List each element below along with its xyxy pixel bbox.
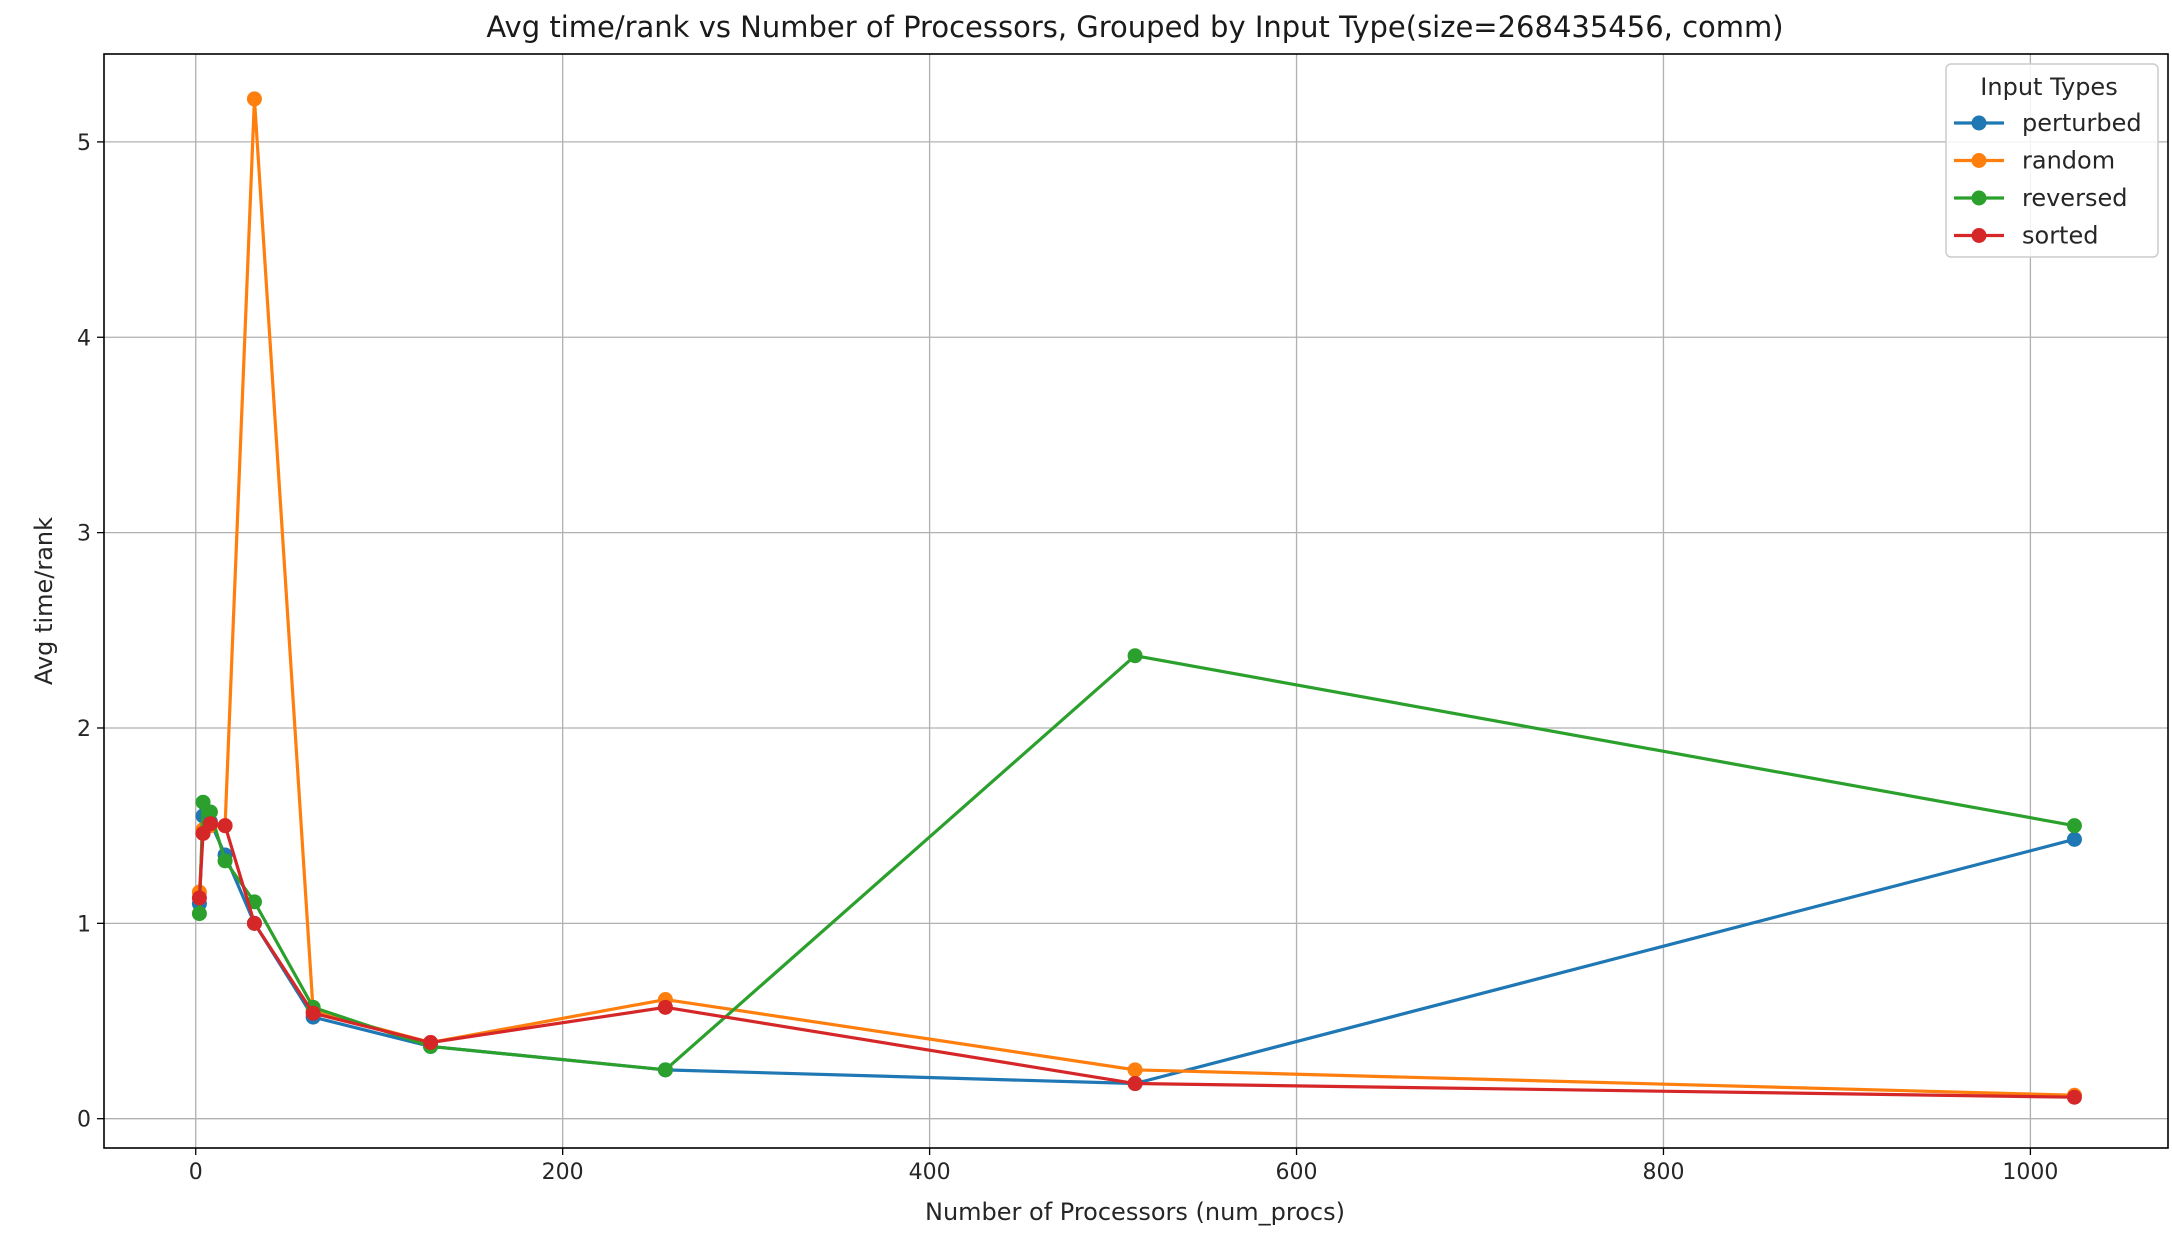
legend: Input Types perturbed random reversed sorte… <box>1945 63 2159 258</box>
series-line-reversed <box>197 654 2075 1072</box>
series-layer <box>191 91 2082 1105</box>
x-tick-label: 200 <box>542 1160 584 1185</box>
x-tick-label: 600 <box>1276 1160 1318 1185</box>
data-point-reversed <box>191 906 207 922</box>
legend-marker-swatch <box>1971 115 1987 131</box>
y-tick-label: 0 <box>77 1108 91 1133</box>
legend-item-random: random <box>1954 147 2115 175</box>
data-point-random <box>1127 1062 1143 1078</box>
data-point-sorted <box>423 1035 439 1051</box>
x-tick-label: 800 <box>1642 1160 1684 1185</box>
legend-marker-swatch <box>1971 190 1987 206</box>
x-tick-label: 0 <box>189 1160 203 1185</box>
series-line-random <box>197 97 2075 1097</box>
legend-label: reversed <box>2022 184 2127 212</box>
x-axis-label: Number of Processors (num_procs) <box>925 1198 1345 1226</box>
series-reversed <box>191 648 2082 1078</box>
legend-item-reversed: reversed <box>1954 184 2127 212</box>
data-point-sorted <box>305 1005 321 1021</box>
y-axis-label: Avg time/rank <box>30 517 58 685</box>
data-point-sorted <box>246 915 262 931</box>
y-tick-label: 4 <box>77 326 91 351</box>
chart-title: Avg time/rank vs Number of Processors, G… <box>486 10 1783 44</box>
legend-box <box>1945 63 2159 258</box>
x-axis-ticks: 0 200 400 600 800 1000 <box>189 1148 2058 1185</box>
legend-label: perturbed <box>2022 109 2142 137</box>
data-point-sorted <box>202 816 218 832</box>
data-point-random <box>246 91 262 107</box>
x-tick-label: 400 <box>909 1160 951 1185</box>
series-random <box>191 91 2082 1103</box>
legend-marker-swatch <box>1971 153 1987 168</box>
series-line-perturbed <box>197 814 2075 1086</box>
data-point-sorted <box>191 890 207 906</box>
data-point-perturbed <box>2066 831 2082 847</box>
y-tick-label: 5 <box>77 131 91 156</box>
plot-frame <box>103 53 2169 1149</box>
data-point-reversed <box>202 804 218 820</box>
data-point-sorted <box>217 818 233 834</box>
data-point-reversed <box>1127 648 1143 664</box>
y-tick-label: 2 <box>77 717 91 742</box>
data-point-sorted <box>657 999 673 1015</box>
data-point-reversed <box>217 853 233 869</box>
data-point-sorted <box>2066 1089 2082 1105</box>
data-point-reversed <box>2066 818 2082 834</box>
y-tick-label: 1 <box>77 912 91 937</box>
series-perturbed <box>191 808 2082 1092</box>
data-point-sorted <box>1127 1076 1143 1092</box>
y-axis-ticks: 0 1 2 3 4 5 <box>77 131 104 1133</box>
data-point-reversed <box>657 1062 673 1078</box>
series-sorted <box>191 816 2082 1105</box>
legend-marker-swatch <box>1971 228 1987 243</box>
x-tick-label: 1000 <box>2002 1160 2058 1185</box>
legend-item-perturbed: perturbed <box>1954 109 2142 137</box>
series-line-sorted <box>197 822 2075 1099</box>
legend-items: perturbed random reversed sorted <box>1954 109 2142 250</box>
y-tick-label: 3 <box>77 522 91 547</box>
legend-item-sorted: sorted <box>1954 222 2098 250</box>
legend-title: Input Types <box>1980 73 2117 101</box>
grid <box>104 54 2168 1148</box>
legend-label: random <box>2022 147 2115 175</box>
legend-label: sorted <box>2022 222 2098 250</box>
